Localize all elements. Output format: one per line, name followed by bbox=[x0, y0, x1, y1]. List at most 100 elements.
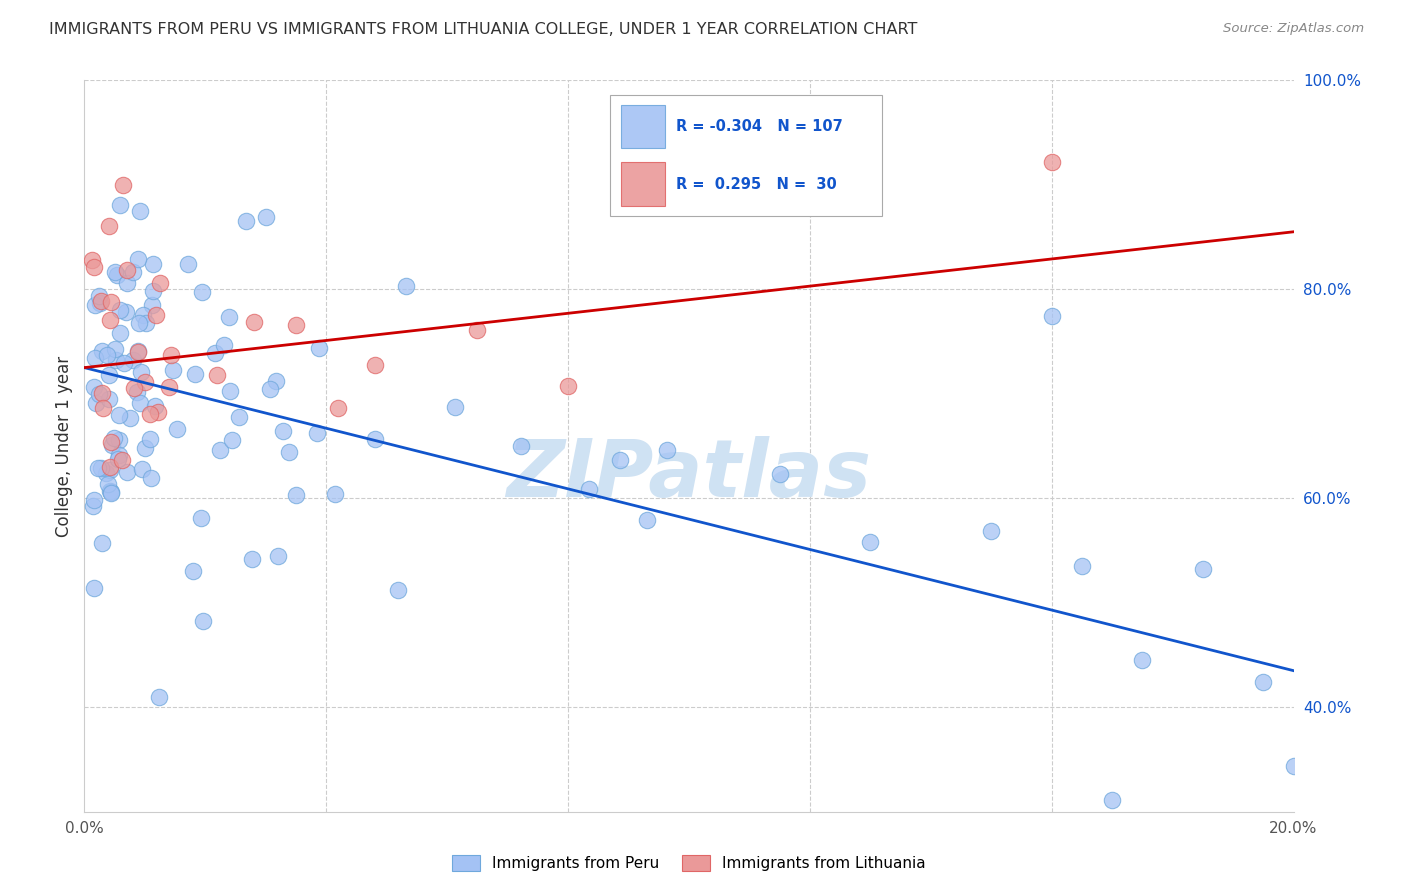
Point bbox=[117, 263, 139, 277]
Point bbox=[980, 524, 1002, 539]
Point bbox=[254, 210, 277, 224]
Point bbox=[83, 380, 105, 394]
Point bbox=[142, 284, 165, 298]
Point bbox=[134, 442, 156, 456]
Point bbox=[148, 690, 170, 704]
Point bbox=[128, 316, 150, 330]
Point bbox=[271, 424, 294, 438]
Point bbox=[655, 442, 678, 457]
Point bbox=[135, 316, 157, 330]
Point bbox=[166, 422, 188, 436]
Point bbox=[1040, 310, 1063, 324]
Point bbox=[149, 277, 172, 291]
Point bbox=[83, 298, 105, 312]
Point bbox=[636, 513, 658, 527]
Point bbox=[235, 214, 257, 228]
Point bbox=[127, 343, 149, 358]
Point bbox=[122, 265, 145, 279]
Point bbox=[139, 432, 162, 446]
Point bbox=[100, 459, 122, 474]
Point bbox=[98, 392, 121, 406]
Point bbox=[108, 448, 131, 462]
Point bbox=[325, 487, 347, 501]
Point bbox=[240, 552, 263, 566]
Point bbox=[157, 379, 180, 393]
Point bbox=[98, 484, 121, 499]
Point bbox=[305, 426, 328, 441]
Point bbox=[395, 278, 418, 293]
Point bbox=[162, 363, 184, 377]
Point bbox=[89, 289, 111, 303]
Point bbox=[82, 499, 104, 513]
Point bbox=[108, 198, 131, 212]
Point bbox=[89, 296, 111, 310]
Point bbox=[127, 384, 149, 399]
Point bbox=[228, 410, 250, 425]
Point bbox=[115, 276, 138, 290]
Point bbox=[204, 345, 226, 359]
Point bbox=[115, 304, 138, 318]
Point bbox=[769, 467, 792, 482]
Point bbox=[444, 400, 467, 414]
Point bbox=[100, 486, 122, 500]
Point bbox=[111, 452, 134, 467]
Point bbox=[142, 256, 165, 270]
Point bbox=[557, 379, 579, 393]
Point bbox=[105, 352, 128, 367]
Point bbox=[122, 353, 145, 368]
Point bbox=[859, 534, 882, 549]
Text: ZIPatlas: ZIPatlas bbox=[506, 436, 872, 515]
Point bbox=[83, 260, 105, 275]
Point bbox=[141, 298, 163, 312]
Point bbox=[104, 265, 127, 279]
Point bbox=[277, 444, 299, 458]
Point bbox=[191, 614, 214, 628]
Point bbox=[609, 453, 631, 467]
Point bbox=[129, 396, 152, 410]
Point bbox=[266, 549, 288, 563]
Point bbox=[91, 401, 114, 415]
Point bbox=[96, 467, 118, 481]
Point bbox=[1040, 154, 1063, 169]
Point bbox=[129, 365, 152, 379]
Point bbox=[1282, 758, 1305, 772]
Point bbox=[90, 536, 112, 550]
Point bbox=[363, 359, 385, 373]
Point bbox=[83, 492, 105, 507]
Point bbox=[105, 268, 128, 283]
Point bbox=[218, 310, 240, 325]
Text: Source: ZipAtlas.com: Source: ZipAtlas.com bbox=[1223, 22, 1364, 36]
Point bbox=[101, 438, 124, 452]
Point bbox=[1101, 793, 1123, 807]
Point bbox=[127, 252, 149, 266]
Point bbox=[221, 433, 243, 447]
Point bbox=[148, 405, 170, 419]
Y-axis label: College, Under 1 year: College, Under 1 year bbox=[55, 355, 73, 537]
Point bbox=[1071, 559, 1094, 574]
Point bbox=[387, 582, 409, 597]
Point bbox=[160, 348, 183, 362]
Point bbox=[100, 485, 122, 500]
Point bbox=[259, 383, 281, 397]
Point bbox=[284, 488, 307, 502]
Point bbox=[131, 462, 153, 476]
Point bbox=[107, 452, 129, 467]
Point bbox=[97, 368, 120, 382]
Point bbox=[115, 465, 138, 479]
Point bbox=[181, 565, 204, 579]
Point bbox=[98, 462, 121, 476]
Point bbox=[89, 461, 111, 475]
Point bbox=[219, 384, 242, 398]
Point bbox=[103, 431, 125, 445]
Text: IMMIGRANTS FROM PERU VS IMMIGRANTS FROM LITHUANIA COLLEGE, UNDER 1 YEAR CORRELAT: IMMIGRANTS FROM PERU VS IMMIGRANTS FROM … bbox=[49, 22, 918, 37]
Point bbox=[1130, 653, 1153, 667]
Point bbox=[510, 439, 533, 453]
Point bbox=[328, 401, 350, 415]
Point bbox=[141, 471, 163, 485]
Point bbox=[264, 375, 287, 389]
Point bbox=[184, 367, 207, 381]
Point bbox=[127, 344, 149, 359]
Point bbox=[111, 178, 134, 192]
Legend: Immigrants from Peru, Immigrants from Lithuania: Immigrants from Peru, Immigrants from Li… bbox=[446, 849, 932, 877]
Point bbox=[96, 348, 118, 362]
